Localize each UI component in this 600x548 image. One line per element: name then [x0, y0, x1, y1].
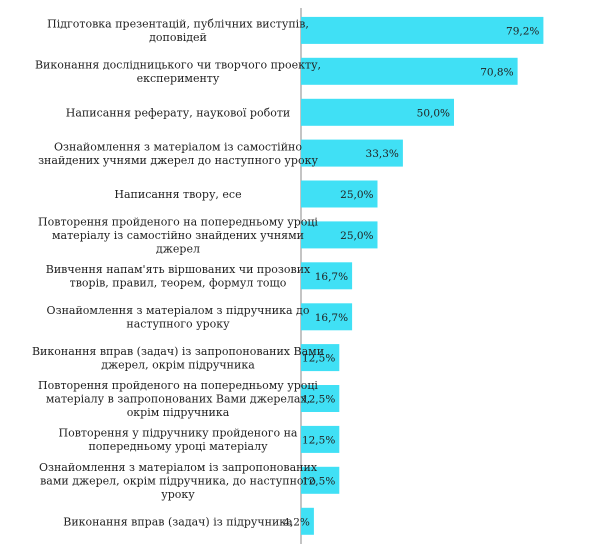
category-label-line: знайдених учнями джерел до наступного ур…: [38, 154, 318, 167]
category-label-11: Ознайомлення з матеріалом із запропонова…: [39, 461, 318, 501]
bar-7: [301, 303, 353, 331]
category-label-6: Вивчення напам'ять віршованих чи прозови…: [46, 263, 311, 290]
category-label-line: творів, правил, теорем, формул тощо: [70, 277, 287, 290]
category-label-line: матеріалу із самостійно знайдених учнями: [52, 229, 304, 242]
value-label-6: 16,7%: [315, 271, 348, 283]
value-label-5: 25,0%: [340, 230, 373, 242]
category-label-10: Повторення у підручнику пройденого на поп…: [59, 427, 298, 454]
category-label-line: попередньому уроці матеріалу: [88, 440, 268, 453]
category-label-2: Написання реферату, наукової роботи: [66, 106, 290, 119]
category-label-0: Підготовка презентацій, публічних виступ…: [47, 18, 309, 45]
category-label-line: Написання реферату, наукової роботи: [66, 106, 290, 119]
value-label-9: 12,5%: [302, 394, 335, 406]
bar-10: [301, 425, 340, 453]
category-label-line: Ознайомлення з матеріалом із самостійно: [54, 140, 302, 153]
value-label-0: 79,2%: [506, 26, 539, 38]
category-label-line: джерел: [156, 242, 200, 255]
category-label-9: Повторення пройденого на попередньому ур…: [38, 379, 318, 419]
bar-11: [301, 466, 340, 494]
category-label-line: Повторення пройденого на попередньому ур…: [38, 215, 318, 228]
category-label-line: окрім підручника: [127, 406, 230, 419]
bar-5: [301, 221, 378, 249]
category-label-line: Виконання дослідницького чи творчого про…: [35, 59, 321, 72]
bar-8: [301, 344, 340, 372]
category-label-line: Повторення пройденого на попередньому ур…: [38, 379, 318, 392]
category-label-line: доповідей: [149, 31, 207, 44]
category-label-1: Виконання дослідницького чи творчого про…: [35, 59, 321, 86]
category-label-line: уроку: [161, 488, 195, 501]
bar-6: [301, 262, 353, 290]
category-label-line: Повторення у підручнику пройденого на: [59, 427, 298, 440]
value-label-3: 33,3%: [366, 148, 399, 160]
category-label-line: Виконання вправ (задач) із підручника: [63, 515, 293, 528]
category-label-4: Написання твору, есе: [114, 188, 241, 201]
value-label-1: 70,8%: [480, 66, 513, 78]
category-label-line: джерел, окрім підручника: [101, 358, 255, 371]
category-label-line: Виконання вправ (задач) із запропоновани…: [32, 345, 324, 358]
value-label-12: 4,2%: [283, 516, 310, 528]
category-label-5: Повторення пройденого на попередньому ур…: [38, 215, 318, 255]
bar-2: [301, 98, 454, 126]
category-label-12: Виконання вправ (задач) із підручника: [63, 515, 293, 528]
bar-1: [301, 57, 518, 85]
bar-3: [301, 139, 403, 167]
value-label-7: 16,7%: [315, 312, 348, 324]
category-label-line: Ознайомлення з матеріалом з підручника д…: [47, 304, 310, 317]
category-label-line: Вивчення напам'ять віршованих чи прозови…: [46, 263, 311, 276]
category-label-3: Ознайомлення з матеріалом із самостійно з…: [38, 140, 318, 167]
category-label-line: експерименту: [137, 72, 220, 85]
category-label-line: вами джерел, окрім підручника, до наступ…: [40, 474, 316, 487]
bar-9: [301, 385, 340, 412]
category-label-line: Підготовка презентацій, публічних виступ…: [47, 18, 309, 31]
bar-0: [301, 16, 544, 44]
value-label-4: 25,0%: [340, 189, 373, 201]
category-label-line: наступного уроку: [126, 318, 230, 331]
category-label-8: Виконання вправ (задач) із запропоновани…: [32, 345, 324, 372]
value-label-10: 12,5%: [302, 434, 335, 446]
category-label-line: Написання твору, есе: [114, 188, 241, 201]
bar-12: [301, 507, 314, 535]
category-label-line: Ознайомлення з матеріалом із запропонова…: [39, 461, 318, 474]
value-label-2: 50,0%: [417, 107, 450, 119]
bar-4: [301, 180, 378, 208]
value-label-11: 12,5%: [302, 475, 335, 487]
category-label-line: матеріалу в запропонованих Вами джерелах…: [46, 393, 310, 406]
value-label-8: 12,5%: [302, 353, 335, 365]
category-label-7: Ознайомлення з матеріалом з підручника д…: [47, 304, 310, 331]
